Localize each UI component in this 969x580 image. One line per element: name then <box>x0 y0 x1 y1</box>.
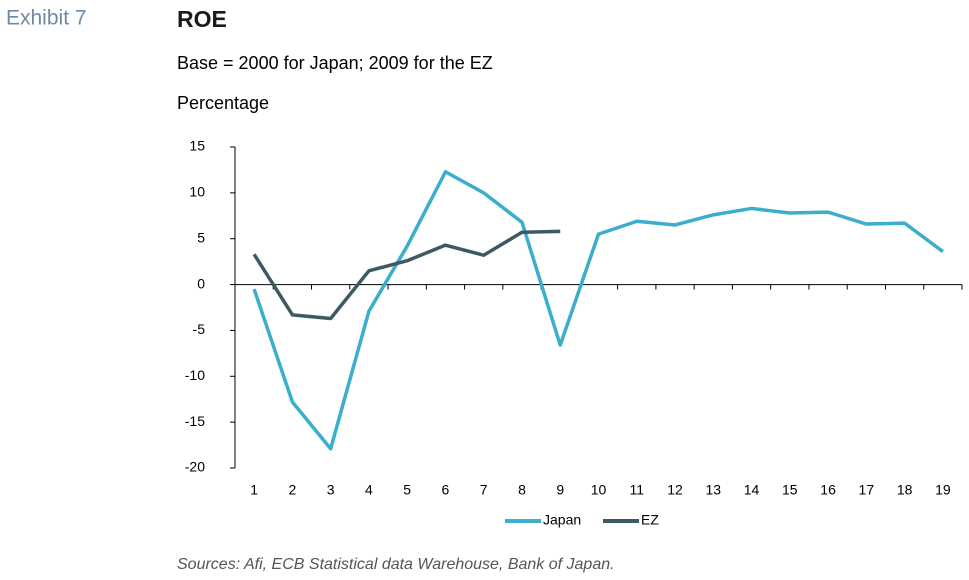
chart-title: ROE <box>177 6 227 32</box>
x-tick-label: 14 <box>744 482 760 498</box>
x-tick-label: 19 <box>935 482 951 498</box>
x-tick-label: 6 <box>442 482 450 498</box>
x-tick-label: 16 <box>820 482 836 498</box>
x-tick-label: 18 <box>897 482 913 498</box>
y-tick-label: 5 <box>197 229 205 245</box>
legend-label: Japan <box>543 512 581 528</box>
y-tick-label: 10 <box>189 184 205 200</box>
x-tick-label: 12 <box>667 482 683 498</box>
legend-label: EZ <box>641 512 659 528</box>
x-tick-label: 13 <box>706 482 722 498</box>
exhibit-label: Exhibit 7 <box>6 7 87 30</box>
x-tick-label: 10 <box>591 482 607 498</box>
y-tick-label: 0 <box>197 275 205 291</box>
x-tick-label: 7 <box>480 482 488 498</box>
x-tick-label: 1 <box>250 482 258 498</box>
y-tick-label: -5 <box>193 321 206 337</box>
x-tick-label: 4 <box>365 482 373 498</box>
y-tick-label: -10 <box>185 367 205 383</box>
series-line <box>252 229 561 321</box>
y-tick-label: 15 <box>189 138 205 154</box>
x-tick-label: 9 <box>556 482 564 498</box>
y-tick-label: -15 <box>185 413 205 429</box>
x-tick-label: 15 <box>782 482 798 498</box>
x-tick-label: 11 <box>629 482 644 498</box>
x-tick-label: 2 <box>288 482 296 498</box>
source-note: Sources: Afi, ECB Statistical data Wareh… <box>177 556 615 573</box>
x-tick-label: 3 <box>327 482 335 498</box>
series-line <box>252 170 944 451</box>
x-tick-label: 8 <box>518 482 526 498</box>
chart-subtitle: Base = 2000 for Japan; 2009 for the EZ <box>177 53 493 73</box>
y-axis-label: Percentage <box>177 93 269 113</box>
y-tick-label: -20 <box>185 459 205 475</box>
x-tick-label: 17 <box>859 482 875 498</box>
x-tick-label: 5 <box>403 482 411 498</box>
